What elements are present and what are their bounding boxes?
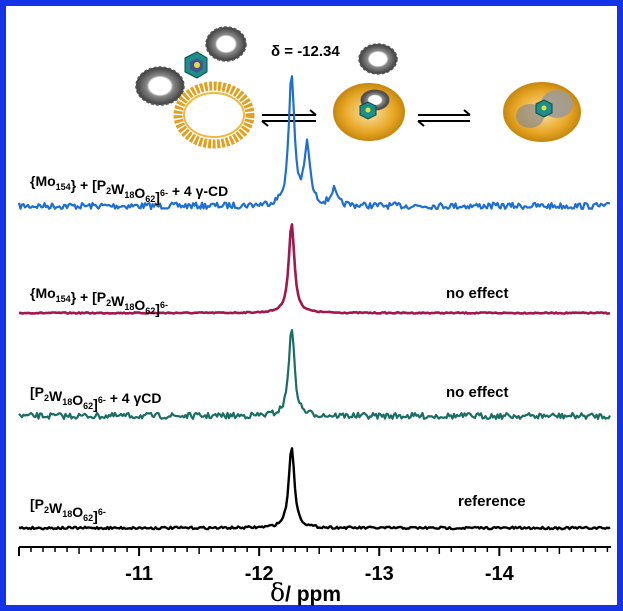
- series-note-s3: no effect: [446, 384, 509, 401]
- cyclodextrin-icon: [135, 66, 185, 106]
- spectrum-trace-s1: [17, 75, 611, 211]
- x-axis: -11 -12 -13 -14: [18, 546, 611, 585]
- spectra: [17, 75, 611, 531]
- series-label-s3: [P2W18O62]6- + 4 γCD: [30, 384, 161, 412]
- spectrum-trace-s4: [18, 447, 611, 531]
- x-axis-title: δ/ ppm: [270, 578, 341, 607]
- spectrum-trace-s3: [18, 329, 611, 420]
- tick-label: -12: [245, 563, 274, 585]
- series-label-s4: [P2W18O62]6-: [30, 496, 106, 524]
- sandwich-complex-icon: [503, 82, 581, 142]
- series-note-s2: no effect: [446, 285, 509, 302]
- equilibrium-arrow-icon: [417, 109, 471, 127]
- tick-label: -13: [365, 563, 394, 585]
- scheme: [135, 26, 581, 149]
- peak-annotation: δ = -12.34: [271, 43, 340, 60]
- series-label-s2: {Mo154} + [P2W18O62]6-: [30, 285, 168, 317]
- series-labels: {Mo154} + [P2W18O62]6- + 4 γ-CD {Mo154} +…: [30, 173, 526, 524]
- spectrum-trace-s2: [18, 223, 611, 315]
- polyoxometalate-cluster-icon: [184, 51, 208, 79]
- tick-label: -14: [485, 563, 515, 585]
- series-label-s1: {Mo154} + [P2W18O62]6- + 4 γ-CD: [30, 173, 228, 205]
- cyclodextrin-icon: [358, 43, 398, 75]
- tick-label: -11: [125, 563, 153, 585]
- host-guest-complex-icon: [333, 83, 405, 141]
- mo154-wheel-icon: [173, 81, 255, 149]
- cyclodextrin-icon: [205, 26, 247, 62]
- series-note-s4: reference: [458, 493, 526, 510]
